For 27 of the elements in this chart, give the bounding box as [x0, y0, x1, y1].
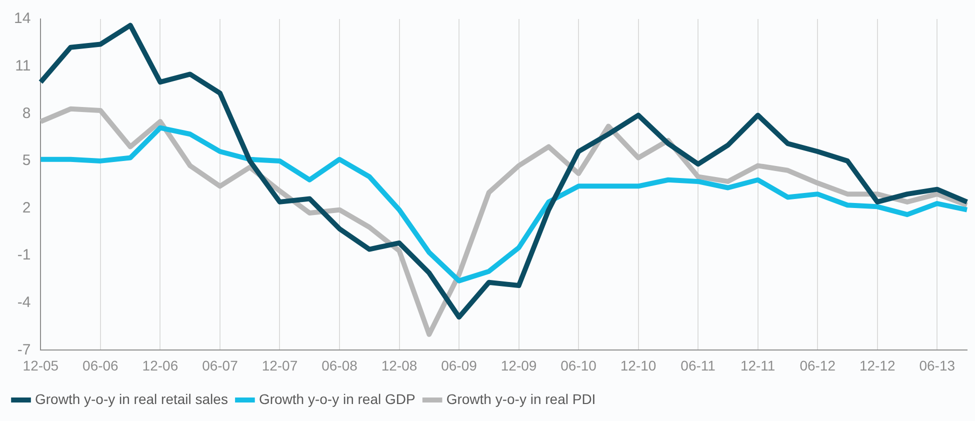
x-tick-label: 06-06	[82, 357, 119, 374]
x-tick-label: 06-07	[202, 357, 238, 374]
y-tick-label: 8	[22, 104, 31, 122]
x-tick-label: 12-10	[620, 357, 656, 374]
y-tick-label: 5	[22, 152, 31, 170]
x-tick-label: 12-06	[142, 357, 178, 374]
x-tick-label: 06-08	[322, 357, 358, 374]
x-tick-label: 06-11	[680, 357, 716, 374]
x-tick-label: 12-12	[859, 357, 896, 374]
y-tick-label: -7	[17, 341, 31, 358]
y-tick-label: 2	[22, 199, 31, 216]
y-tick-label: 14	[14, 10, 31, 28]
x-tick-label: 12-11	[740, 357, 776, 374]
x-tick-label: 12-08	[381, 357, 418, 374]
x-tick-label: 12-07	[262, 357, 298, 374]
y-tick-label: 11	[15, 57, 31, 74]
x-tick-label: 06-13	[919, 357, 956, 374]
x-tick-label: 06-09	[441, 357, 478, 374]
legend-label: Growth y-o-y in real retail sales	[35, 390, 228, 407]
x-tick-label: 12-09	[500, 357, 537, 374]
legend-label: Growth y-o-y in real GDP	[258, 390, 416, 407]
x-tick-label: 06-10	[560, 357, 597, 374]
x-tick-label: 12-05	[22, 357, 59, 374]
x-tick-label: 06-12	[800, 357, 836, 374]
y-tick-label: -1	[17, 246, 31, 264]
legend-label: Growth y-o-y in real PDI	[446, 390, 596, 407]
y-tick-label: -4	[17, 294, 31, 312]
